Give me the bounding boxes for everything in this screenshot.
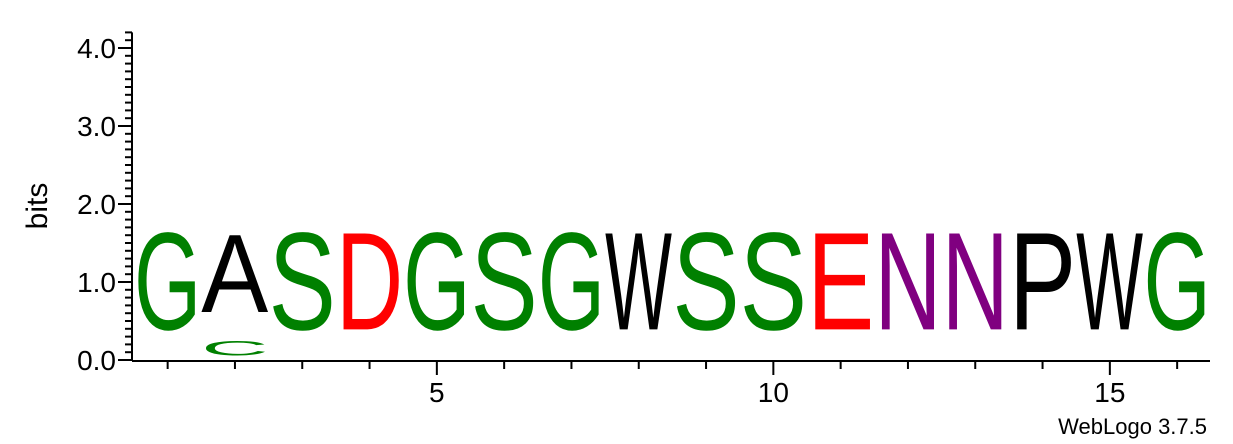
logo-letter-g-pos-7: G	[538, 203, 605, 359]
logo-letter-d-pos-4: D	[336, 205, 403, 360]
x-tick-label: 5	[429, 377, 445, 408]
weblogo-credit: WebLogo 3.7.5	[1058, 414, 1207, 439]
logo-letter-g-pos-5: G	[403, 203, 470, 359]
logo-letter-s-pos-10: S	[740, 203, 807, 359]
logo-letter-w-pos-8: W	[605, 205, 672, 360]
logo-letter-n-pos-13: N	[942, 205, 1009, 360]
logo-letter-n-pos-12: N	[874, 205, 941, 360]
y-axis-label: bits	[21, 183, 54, 230]
logo-letter-w-pos-15: W	[1076, 205, 1143, 360]
y-tick-label: 4.0	[77, 33, 116, 64]
logo-letter-g-pos-16: G	[1144, 203, 1211, 359]
logo-letter-e-pos-11: E	[807, 203, 874, 359]
logo-letter-s-pos-9: S	[672, 203, 739, 359]
y-tick-label: 3.0	[77, 111, 116, 142]
x-tick-label: 10	[758, 377, 789, 408]
logo-letter-a-pos-2: A	[201, 212, 268, 336]
x-tick-label: 15	[1094, 377, 1125, 408]
logo-letter-p-pos-14: P	[1009, 203, 1076, 359]
logo-letter-s-pos-6: S	[471, 203, 538, 359]
logo-letter-s-pos-3: S	[269, 203, 336, 359]
y-tick-label: 2.0	[77, 189, 116, 220]
y-tick-label: 0.0	[77, 345, 116, 376]
letter-stacks: G CA S D G S G W S S E N N P W G	[134, 203, 1211, 360]
axes: 0.0 1.0 2.0 3.0 4.0 5 10 15	[77, 31, 1210, 408]
y-tick-label: 1.0	[77, 267, 116, 298]
logo-letter-c-pos-2: C	[201, 337, 268, 360]
logo-letter-g-pos-1: G	[134, 203, 201, 359]
